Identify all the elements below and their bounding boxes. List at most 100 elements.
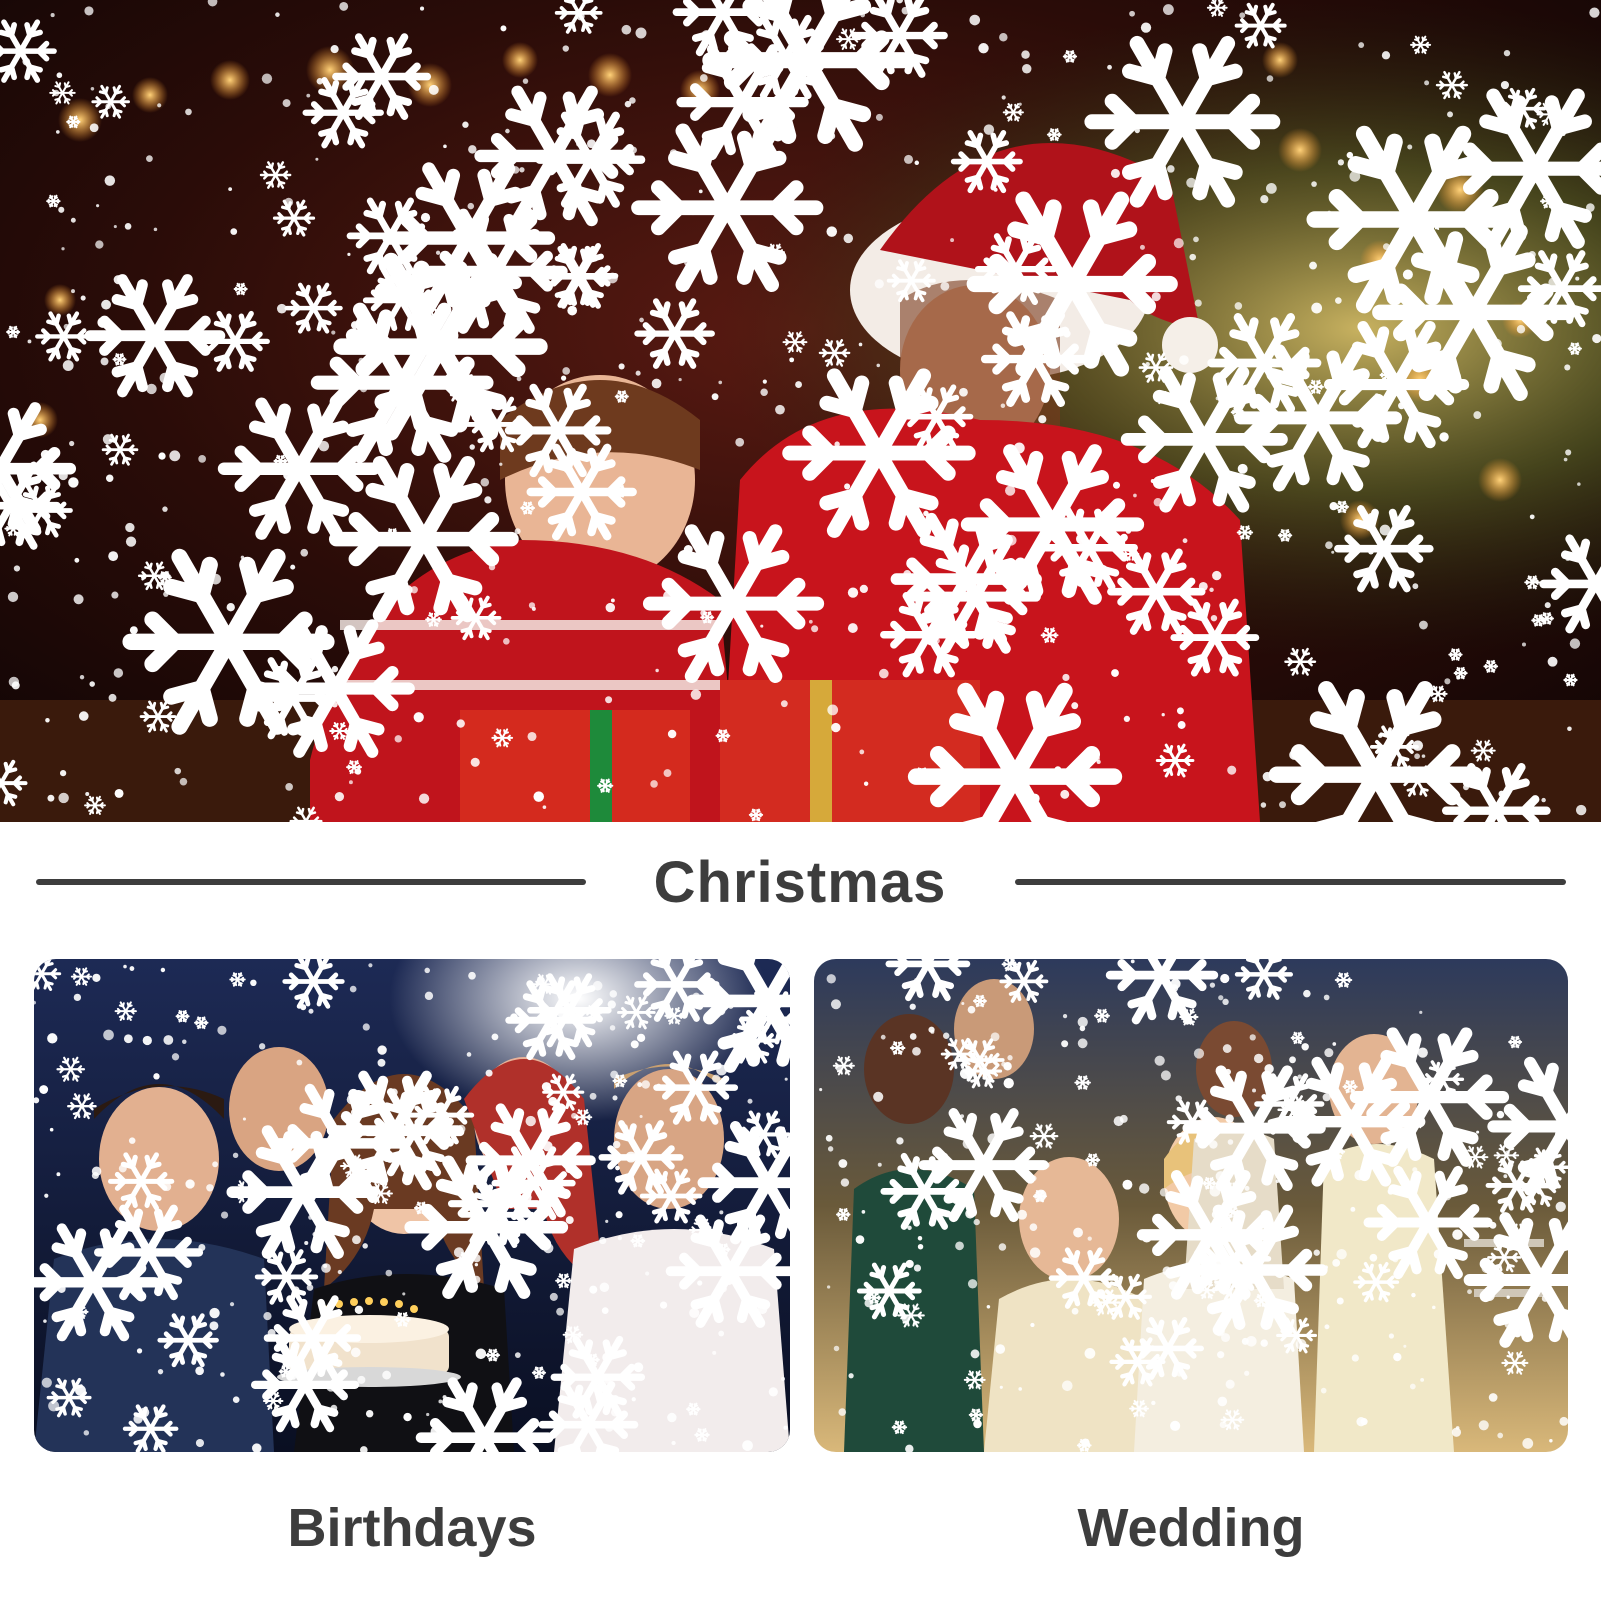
snowflake-overlay: [819, 959, 1568, 1452]
snow-dot: [1077, 1038, 1088, 1049]
snowflake-icon: [1335, 500, 1350, 514]
snowflake-icon: [139, 700, 177, 733]
snowflake-icon: [1428, 685, 1448, 703]
snowflake-icon: [1435, 70, 1469, 100]
snow-dot: [760, 388, 768, 396]
snow-dot: [1186, 177, 1197, 188]
snow-dot: [418, 793, 430, 804]
snowflake-icon: [1040, 504, 1138, 591]
snow-dot: [362, 1243, 368, 1249]
snow-dot: [877, 1162, 882, 1167]
snow-dot: [827, 704, 839, 716]
snow-dot: [718, 380, 723, 385]
snowflake-icon: [1501, 1351, 1529, 1375]
snow-dot: [1516, 325, 1526, 334]
snow-dot: [1541, 797, 1546, 803]
snow-dot: [629, 97, 636, 104]
snow-dot: [1079, 1025, 1086, 1032]
snow-dot: [1061, 1040, 1069, 1048]
snow-dot: [825, 1134, 833, 1142]
snowflake-overlay: [34, 959, 790, 1452]
snowflake-icon: [1334, 972, 1353, 988]
snowflake-icon: [1453, 666, 1468, 680]
snow-dot: [855, 1235, 865, 1244]
snow-dot: [1062, 1013, 1068, 1019]
snow-dot: [468, 145, 477, 154]
snowflake-icon: [1170, 598, 1260, 677]
snowflake-icon: [72, 1304, 89, 1319]
snow-dot: [34, 1000, 36, 1005]
snowflake-icon: [1483, 659, 1499, 673]
snow-dot: [92, 973, 101, 982]
snowflake-icon: [302, 77, 384, 149]
snow-dot: [998, 1243, 1007, 1251]
snowflake-icon: [1517, 250, 1601, 328]
snow-dot: [1003, 1078, 1014, 1089]
snow-dot: [1029, 1223, 1038, 1232]
snowflake-icon: [263, 1295, 362, 1381]
snowflake-icon: [272, 199, 316, 237]
snowflake-icon: [1463, 1212, 1568, 1348]
snow-dot: [125, 522, 135, 533]
snow-dot: [519, 167, 525, 173]
snowflake-icon: [6, 325, 21, 339]
snowflake-icon: [614, 390, 629, 403]
snow-dot: [624, 100, 632, 108]
snow-dot: [229, 1302, 235, 1307]
snowflake-icon: [835, 28, 861, 51]
snow-dot: [1432, 1305, 1436, 1310]
snow-dot: [1417, 1047, 1428, 1058]
snow-dot: [491, 1033, 499, 1041]
wedding-photo-illustration: [814, 959, 1568, 1452]
christmas-photo-illustration: [0, 0, 1601, 822]
snow-dot: [556, 1307, 565, 1316]
snow-dot: [527, 731, 537, 742]
snow-dot: [1569, 638, 1581, 649]
snow-dot: [1303, 989, 1311, 998]
snow-dot: [276, 303, 287, 314]
snow-dot: [58, 206, 65, 213]
snow-dot: [1575, 276, 1580, 281]
snow-dot: [1123, 715, 1130, 722]
snow-dot: [1522, 1437, 1534, 1449]
snowflake-icon: [1525, 1147, 1568, 1187]
snowflake-icon: [505, 980, 597, 1061]
snow-dot: [560, 375, 567, 381]
snow-dot: [55, 130, 60, 134]
snow-dot: [1393, 1352, 1402, 1362]
snow-dot: [859, 584, 868, 594]
snowflake-icon: [447, 1162, 541, 1245]
snow-dot: [525, 1115, 536, 1127]
snow-dot: [838, 1159, 848, 1168]
snow-dot: [47, 1033, 58, 1044]
snow-dot: [101, 299, 111, 310]
snow-dot: [1060, 789, 1070, 799]
snowflake-icon: [963, 1370, 986, 1390]
snowflake-icon: [108, 1152, 175, 1211]
snowflake-icon: [940, 1037, 978, 1071]
snow-dot: [637, 1082, 643, 1088]
snow-dot: [990, 1032, 1000, 1042]
snow-dot: [1218, 995, 1224, 1001]
snowflake-icon: [555, 1273, 573, 1289]
snowflake-icon: [889, 1041, 906, 1055]
birthday-photo-illustration: [34, 959, 790, 1452]
snow-dot: [1419, 620, 1428, 630]
snow-dot: [337, 1269, 342, 1275]
snow-dot: [609, 990, 618, 998]
snow-dot: [618, 363, 625, 370]
snow-dot: [179, 777, 188, 786]
snow-dot: [783, 1425, 788, 1430]
snowflake-icon: [1105, 959, 1219, 1025]
snowflake-icon: [278, 1365, 293, 1378]
snow-dot: [258, 1043, 266, 1050]
snow-dot: [1062, 673, 1070, 682]
snow-dot: [612, 1140, 621, 1149]
snow-dot: [1311, 181, 1317, 187]
snowflake-icon: [328, 455, 519, 623]
snow-dot: [780, 700, 788, 708]
snow-dot: [1140, 22, 1152, 33]
snow-dot: [1209, 587, 1214, 593]
snow-dot: [830, 999, 841, 1010]
snowflake-icon: [856, 1262, 922, 1320]
